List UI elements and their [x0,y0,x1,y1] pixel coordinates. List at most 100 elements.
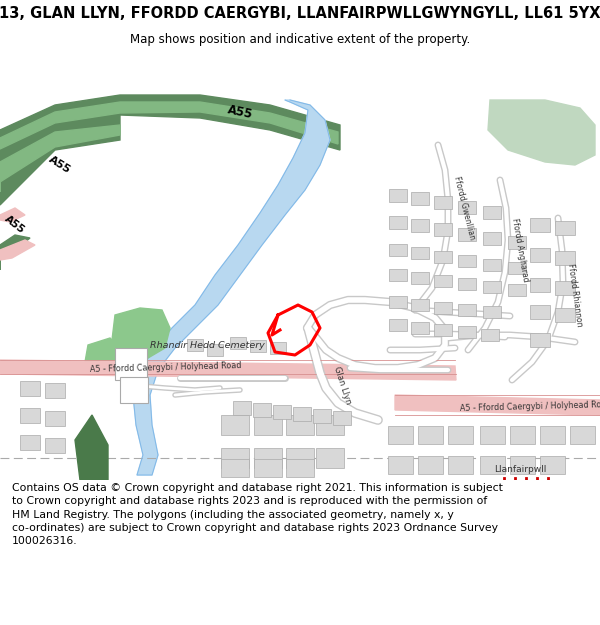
Bar [483,306,501,318]
Bar [333,411,351,425]
Bar [458,255,476,267]
Bar [434,196,452,209]
Bar [418,426,443,444]
Text: Ffordd Rhiannon: Ffordd Rhiannon [566,263,584,327]
Bar [509,456,535,474]
Bar [286,415,314,435]
Bar [20,381,40,396]
Bar [45,438,65,452]
Polygon shape [0,240,35,260]
Bar [411,219,429,231]
Bar [45,382,65,398]
Bar [483,206,501,219]
Bar [389,319,407,331]
Bar [411,247,429,259]
Bar [508,236,526,249]
Bar [293,407,311,421]
Bar [45,411,65,426]
Bar [233,401,251,415]
Bar [434,302,452,314]
Bar [286,448,314,468]
Bar [411,272,429,284]
Bar [530,333,550,347]
Bar [448,426,473,444]
Text: A55: A55 [226,103,254,121]
Bar [411,299,429,311]
Bar [434,275,452,287]
Bar [569,426,595,444]
Text: A5 - Ffordd Caergybi / Holyhead Road: A5 - Ffordd Caergybi / Holyhead Road [460,401,600,414]
Polygon shape [0,360,456,380]
Bar [411,322,429,334]
Polygon shape [0,125,120,192]
Bar [389,244,407,256]
Polygon shape [0,235,30,270]
Bar [221,459,249,477]
Bar [273,405,291,419]
Bar [448,456,473,474]
Bar [555,251,575,265]
Bar [187,339,203,351]
Bar [508,262,526,274]
Bar [230,337,246,349]
Bar [555,281,575,295]
Bar [509,426,535,444]
Bar [434,222,452,236]
Bar [270,342,286,354]
Bar [539,456,565,474]
Polygon shape [85,338,120,372]
Text: Ffordd Angharad: Ffordd Angharad [510,217,530,282]
Bar [115,348,147,380]
Polygon shape [112,308,170,358]
Text: 13, GLAN LLYN, FFORDD CAERGYBI, LLANFAIRPWLLGWYNGYLL, LL61 5YX: 13, GLAN LLYN, FFORDD CAERGYBI, LLANFAIR… [0,6,600,21]
Bar [316,415,344,435]
Polygon shape [0,50,600,480]
Bar [286,459,314,477]
Text: Map shows position and indicative extent of the property.: Map shows position and indicative extent… [130,32,470,46]
Bar [221,448,249,468]
Bar [389,189,407,201]
Bar [411,191,429,204]
Polygon shape [0,102,338,149]
Text: Rhandir Hedd Cemetery: Rhandir Hedd Cemetery [150,341,265,349]
Bar [483,259,501,271]
Polygon shape [0,208,25,222]
Bar [458,278,476,290]
Bar [207,344,223,356]
Bar [458,304,476,316]
Bar [253,403,271,417]
Bar [555,221,575,235]
Text: Glan Llyn: Glan Llyn [332,365,353,405]
Bar [479,426,505,444]
Bar [483,281,501,293]
Polygon shape [0,95,340,155]
Polygon shape [133,100,330,475]
Polygon shape [0,115,120,205]
Bar [458,228,476,241]
Bar [388,456,413,474]
Bar [530,248,550,262]
Bar [530,305,550,319]
Bar [389,296,407,308]
Text: Llanfairpwll: Llanfairpwll [494,466,546,474]
Text: Contains OS data © Crown copyright and database right 2021. This information is : Contains OS data © Crown copyright and d… [12,483,503,546]
Bar [481,329,499,341]
Bar [530,278,550,292]
Bar [434,251,452,263]
Text: A55: A55 [3,214,27,236]
Text: A5 - Ffordd Caergybi / Holyhead Road: A5 - Ffordd Caergybi / Holyhead Road [90,361,242,374]
Bar [434,324,452,336]
Bar [254,459,282,477]
Bar [389,216,407,229]
Polygon shape [395,395,600,415]
Bar [418,456,443,474]
Bar [508,284,526,296]
Bar [20,408,40,422]
Bar [221,415,249,435]
Bar [530,218,550,232]
Bar [483,231,501,244]
Bar [250,340,266,352]
Bar [555,308,575,322]
Bar [20,434,40,449]
Polygon shape [488,100,595,165]
